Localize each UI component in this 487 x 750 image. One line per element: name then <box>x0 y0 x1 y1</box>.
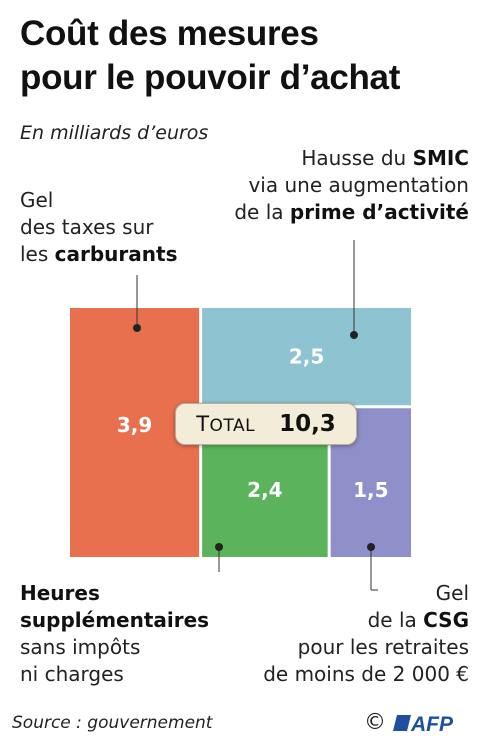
leader-dot-carburants <box>133 324 141 332</box>
label-smic-line1: Hausse du SMIC <box>234 145 469 172</box>
leader-dot-csg <box>367 543 375 551</box>
label-carburants-line2: des taxes sur <box>20 215 154 239</box>
label-heures-line4: ni charges <box>20 662 124 686</box>
label-csg-line2-a: de la <box>367 608 424 632</box>
label-smic: Hausse du SMIC via une augmentation de l… <box>234 145 469 226</box>
copyright-symbol: © <box>364 710 386 735</box>
label-smic-line1-b: SMIC <box>412 146 469 170</box>
chart-subtitle: En milliards d’euros <box>20 122 209 144</box>
value-label-smic: 2,5 <box>289 345 324 369</box>
title-line-1: Coût des mesures <box>20 14 319 53</box>
value-label-carburants: 3,9 <box>117 413 152 437</box>
total-label-cap: T <box>196 412 210 436</box>
label-csg: Gel de la CSG pour les retraites de moin… <box>263 580 469 688</box>
label-carburants-line3: les carburants <box>20 241 177 268</box>
total-label: TOTAL <box>196 412 255 436</box>
label-carburants-line1: Gel <box>20 188 54 212</box>
leader-dot-heures <box>215 543 223 551</box>
label-smic-line3: de la prime d’activité <box>234 199 469 226</box>
total-label-rest: OTAL <box>209 416 256 436</box>
label-heures-line1: Heures <box>20 580 209 607</box>
afp-logo-text: AFP <box>410 713 454 735</box>
afp-logo: AFP <box>393 713 454 735</box>
label-heures-line1-b: Heures <box>20 581 100 605</box>
label-csg-line4: de moins de 2 000 € <box>263 662 469 686</box>
title-line-2: pour le pouvoir d’achat <box>20 58 401 97</box>
value-label-heures: 2,4 <box>247 478 282 502</box>
source-note: Source : gouvernement <box>12 713 213 733</box>
label-csg-line1: Gel <box>435 581 469 605</box>
label-csg-line2-b: CSG <box>423 608 469 632</box>
label-heures-line3: sans impôts <box>20 635 141 659</box>
label-smic-line3-a: de la <box>234 200 290 224</box>
value-label-csg: 1,5 <box>353 478 388 502</box>
total-value: 10,3 <box>279 411 336 437</box>
label-smic-line2: via une augmentation <box>248 173 469 197</box>
label-smic-line3-b: prime d’activité <box>289 200 469 224</box>
afp-logo-mark <box>393 715 411 731</box>
label-csg-line2: de la CSG <box>263 607 469 634</box>
total-box: TOTAL 10,3 <box>175 403 357 445</box>
label-heures-line2-b: supplémentaires <box>20 608 210 632</box>
label-heures-line2: supplémentaires <box>20 607 209 634</box>
label-carburants: Gel des taxes sur les carburants <box>20 187 177 268</box>
label-csg-line3: pour les retraites <box>297 635 469 659</box>
label-carburants-line3-a: les <box>20 242 55 266</box>
label-smic-line1-a: Hausse du <box>301 146 413 170</box>
leader-dot-smic <box>350 331 358 339</box>
label-heures: Heures supplémentaires sans impôts ni ch… <box>20 580 209 688</box>
treemap-cell-smic <box>202 308 411 406</box>
label-carburants-line3-b: carburants <box>54 242 178 266</box>
chart-title: Coût des mesures pour le pouvoir d’achat <box>20 12 480 100</box>
